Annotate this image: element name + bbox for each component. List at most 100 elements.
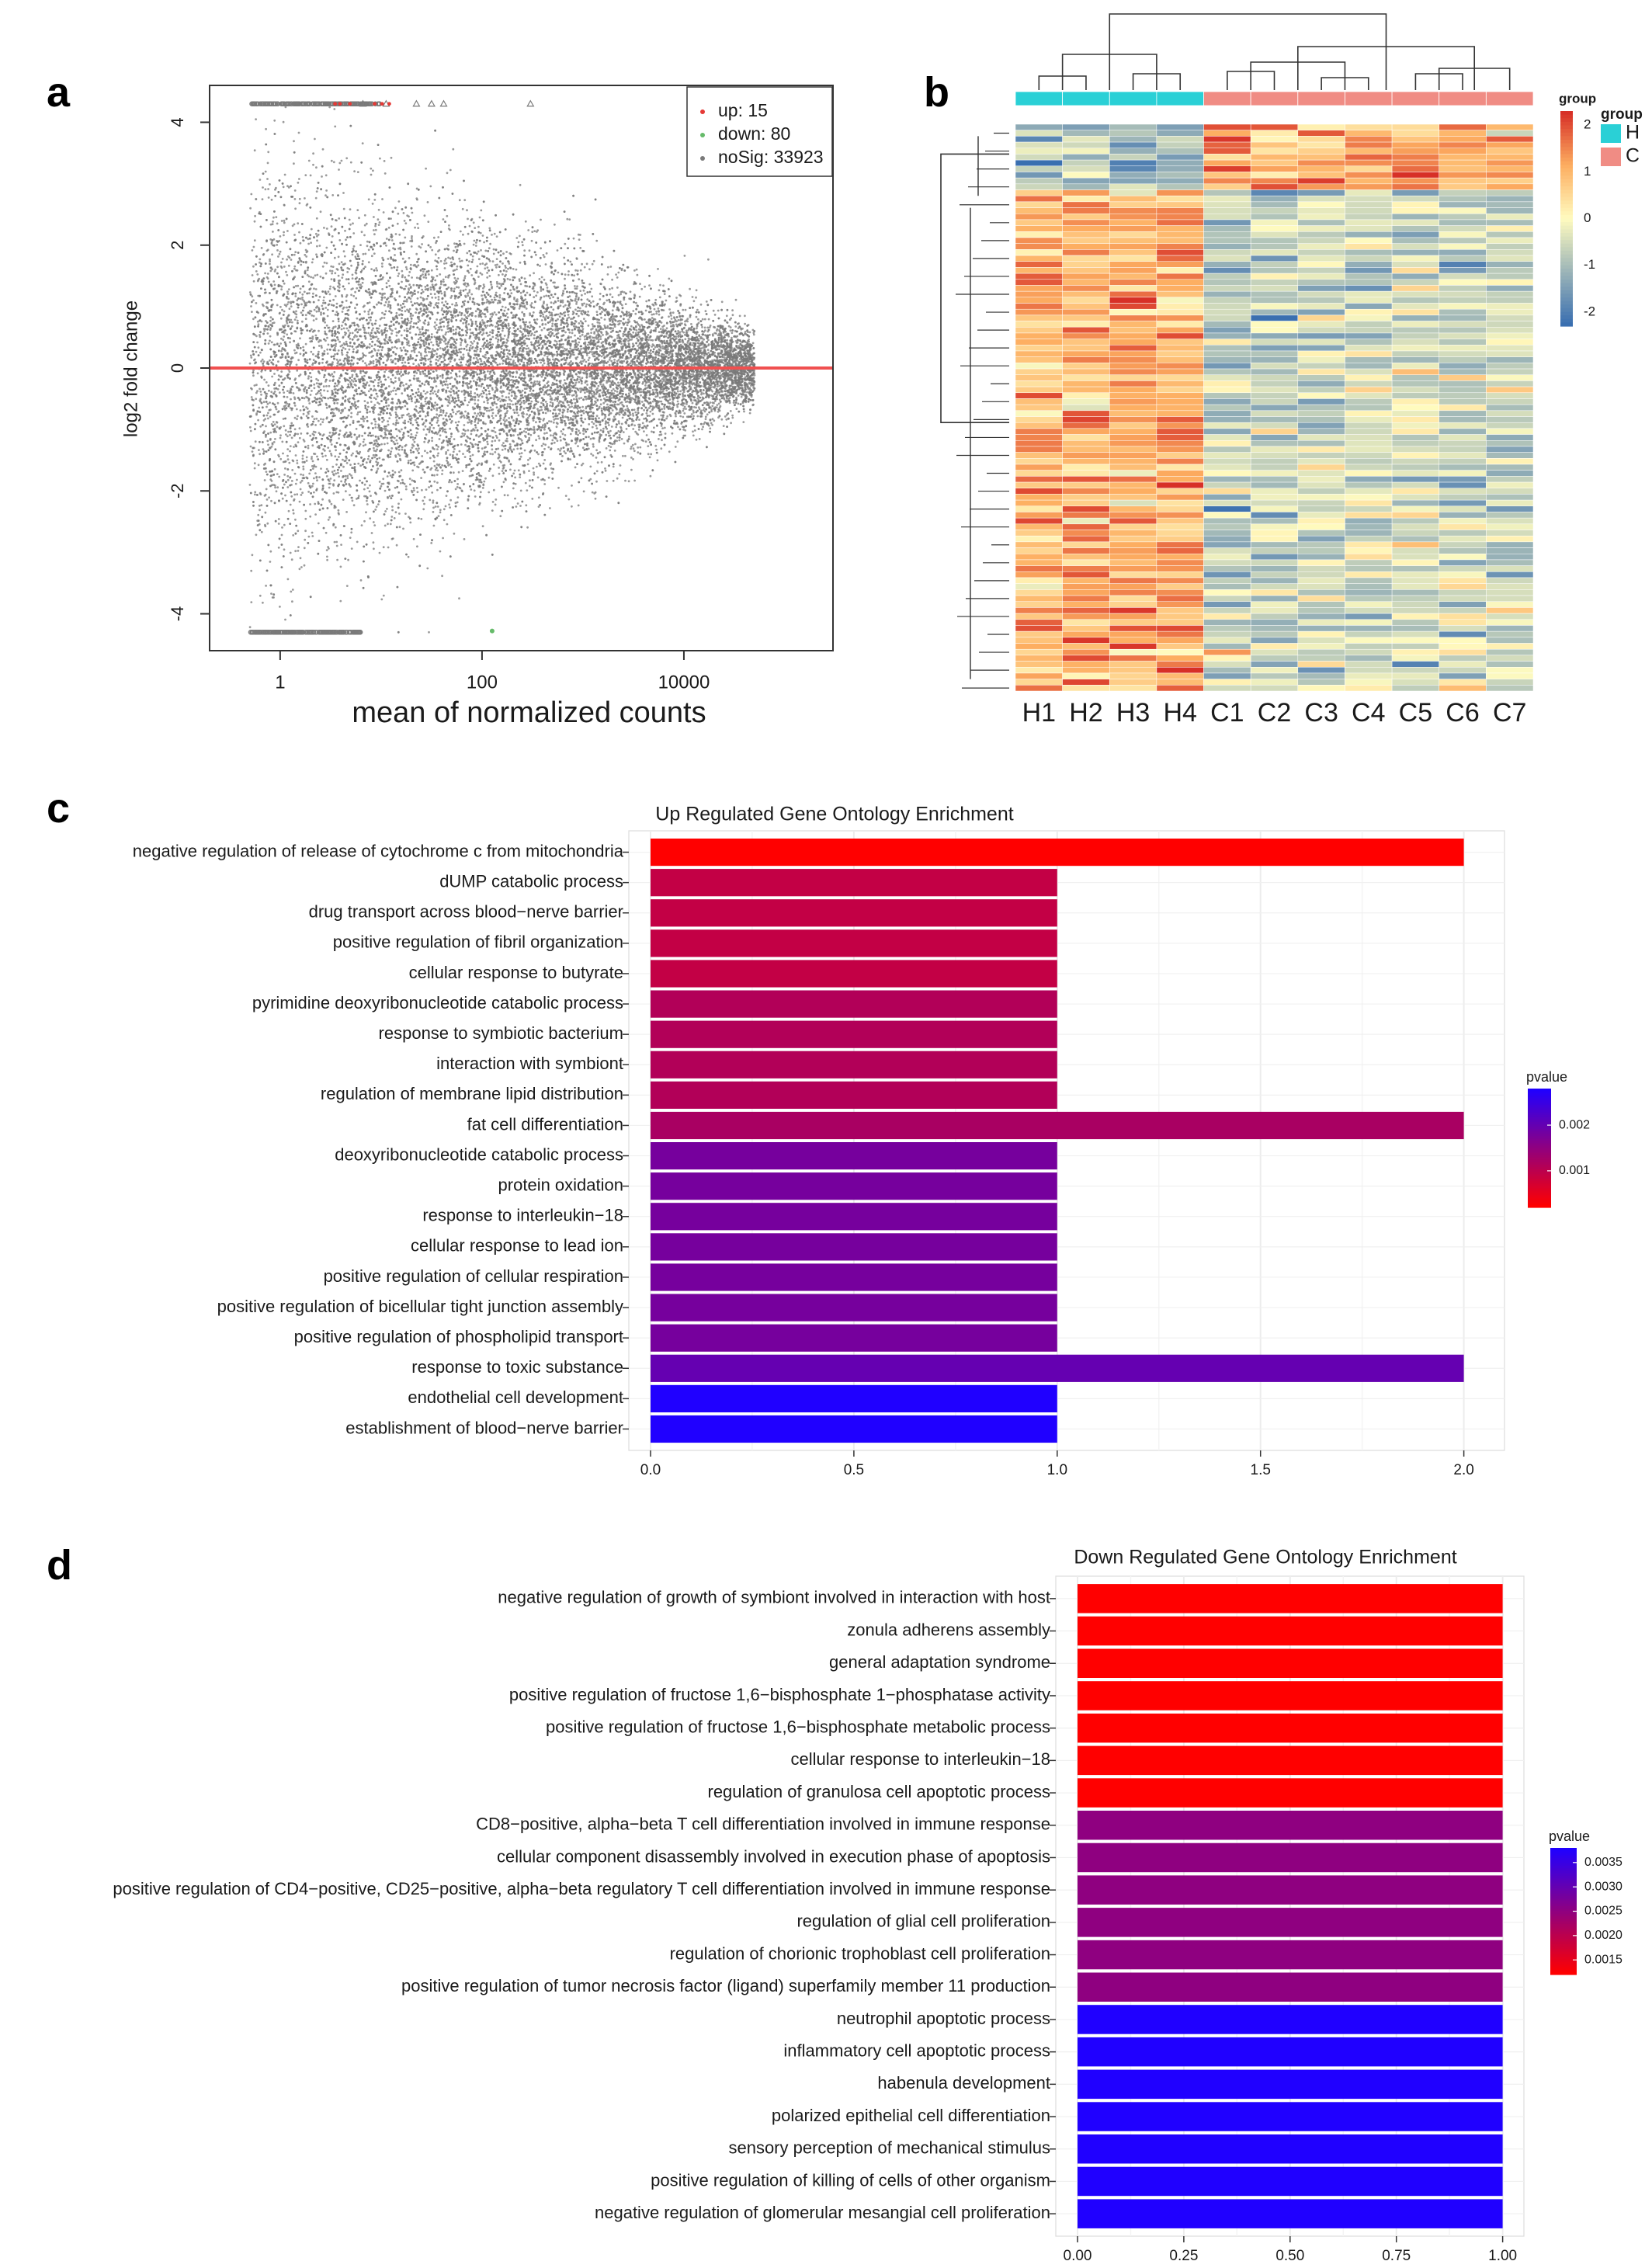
ma-point	[564, 273, 567, 276]
ma-point	[652, 313, 655, 316]
ma-point	[362, 252, 365, 255]
ma-point	[380, 349, 384, 352]
ma-point	[635, 329, 638, 332]
ma-point	[675, 335, 678, 338]
ma-point	[254, 491, 257, 494]
ma-point	[705, 300, 708, 303]
ma-point	[312, 482, 314, 485]
ma-point	[377, 436, 380, 439]
ma-point	[259, 258, 262, 261]
ma-point	[514, 482, 517, 485]
ma-point	[540, 328, 543, 332]
ma-point	[731, 414, 734, 417]
ma-point	[692, 415, 695, 418]
ma-point	[541, 364, 544, 366]
ma-point	[317, 234, 320, 236]
ma-point	[477, 225, 480, 228]
ma-point	[332, 399, 335, 402]
ma-point	[397, 448, 401, 451]
ma-point	[693, 425, 696, 428]
ma-point	[394, 233, 397, 235]
ma-point	[429, 398, 432, 401]
ma-point	[468, 421, 471, 423]
ma-point	[591, 351, 593, 353]
ma-point	[423, 355, 426, 357]
ma-point	[610, 359, 613, 363]
ma-point	[727, 325, 731, 328]
ma-point	[252, 265, 255, 268]
ma-point	[447, 330, 449, 333]
ma-point	[524, 427, 527, 430]
ma-point	[344, 348, 347, 350]
ma-point	[344, 229, 346, 232]
ma-point	[291, 224, 294, 227]
ma-point	[502, 362, 504, 365]
ma-point	[591, 421, 593, 423]
ma-point	[574, 466, 577, 469]
ma-point	[293, 265, 297, 268]
ma-point	[313, 287, 315, 290]
ma-point	[660, 447, 663, 450]
ma-point	[278, 252, 281, 255]
ma-point	[323, 389, 325, 392]
ma-point	[257, 464, 260, 467]
ma-point	[595, 457, 598, 459]
ma-point	[438, 248, 441, 252]
ma-point	[279, 317, 283, 320]
ma-point	[598, 393, 601, 395]
ma-point	[251, 274, 254, 276]
ma-point	[251, 554, 254, 557]
ma-point	[314, 232, 318, 235]
ma-point	[661, 427, 664, 429]
ma-point	[677, 330, 679, 332]
ma-point	[608, 363, 611, 366]
ma-point	[269, 415, 272, 418]
ma-point	[501, 449, 504, 451]
ma-point	[363, 214, 366, 217]
ma-point	[430, 269, 433, 272]
ma-point	[265, 425, 267, 428]
ma-point	[424, 373, 426, 375]
ma-point	[345, 340, 348, 343]
ma-point	[276, 411, 279, 414]
ma-point	[253, 239, 256, 242]
ma-point	[442, 218, 445, 221]
ma-point	[553, 335, 556, 337]
ma-point	[256, 341, 259, 344]
ma-point	[272, 216, 275, 219]
ma-point	[543, 278, 546, 281]
ma-point	[299, 373, 302, 376]
ma-point	[578, 380, 581, 384]
ma-point	[277, 255, 279, 258]
ma-point	[552, 408, 555, 412]
ma-point	[334, 313, 337, 316]
ma-point	[658, 418, 661, 421]
ma-point	[667, 348, 669, 351]
ma-point	[425, 415, 427, 418]
ma-point	[463, 314, 466, 317]
ma-point	[675, 300, 678, 302]
ma-point	[330, 453, 332, 455]
ma-point	[296, 369, 299, 372]
ma-point	[390, 359, 392, 361]
ma-point	[363, 420, 365, 422]
ma-point	[352, 245, 356, 248]
ma-point	[624, 454, 626, 457]
ma-point	[287, 509, 290, 512]
ma-point	[415, 252, 418, 255]
ma-point	[326, 308, 329, 311]
ma-point	[662, 376, 665, 379]
ma-point	[359, 411, 362, 413]
ma-point	[252, 374, 255, 377]
ma-point	[352, 294, 356, 297]
ma-point	[390, 450, 393, 453]
ma-point	[286, 474, 290, 478]
ma-point	[615, 273, 617, 276]
ma-point	[370, 167, 373, 170]
ma-point	[417, 227, 420, 229]
ma-point	[685, 329, 688, 332]
ma-point	[322, 418, 324, 421]
ma-point	[536, 476, 540, 479]
ma-point	[360, 231, 363, 234]
ma-point	[498, 296, 502, 299]
